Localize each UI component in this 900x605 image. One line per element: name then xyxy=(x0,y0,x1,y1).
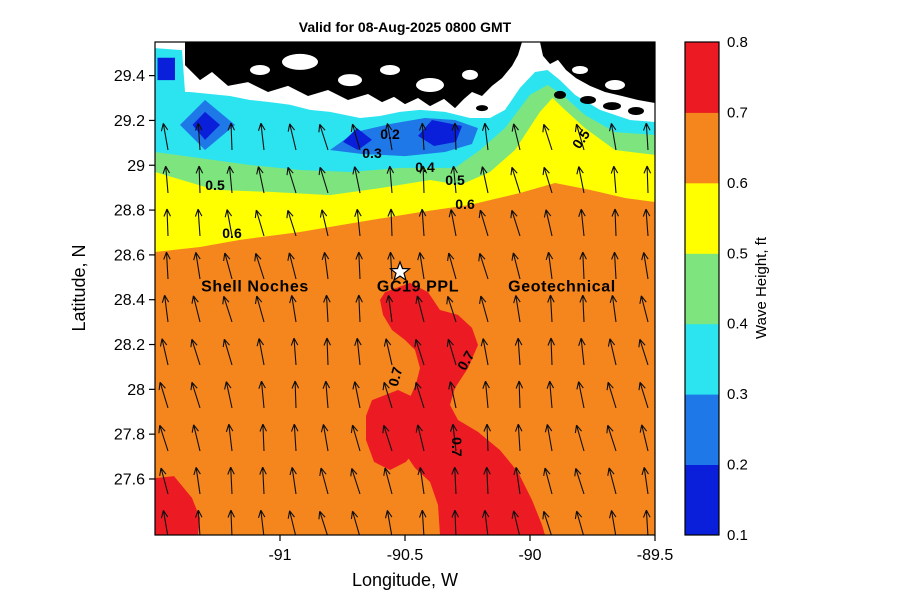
region-island-2 xyxy=(580,96,596,104)
region-darkblue-patch-center-a xyxy=(343,128,372,150)
wave-direction-arrow-layer xyxy=(158,122,652,535)
y-tick-label: 28.8 xyxy=(114,203,145,220)
colorbar-band-0.1-0.2 xyxy=(685,464,719,536)
y-tick-label: 27.6 xyxy=(114,471,145,488)
colorbar-band-0.4-0.5 xyxy=(685,253,719,325)
region-lake-1 xyxy=(282,53,318,70)
region-darkblue-square-topleft xyxy=(157,57,175,81)
x-tick-label: -90.5 xyxy=(387,547,424,564)
x-tick-label: -91 xyxy=(268,547,291,564)
site-label: GC19 PPL xyxy=(377,278,459,295)
region-island-5 xyxy=(476,105,488,112)
colorbar-tick-label: 0.3 xyxy=(727,386,748,403)
contour-label-0.2: 0.2 xyxy=(380,126,400,142)
colorbar-tick-label: 0.5 xyxy=(727,245,748,262)
y-tick-label: 29.2 xyxy=(114,113,145,130)
x-tick-label: -90 xyxy=(518,547,541,564)
contour-label-0.5: 0.5 xyxy=(205,177,225,193)
y-tick-label: 27.8 xyxy=(114,427,145,444)
contour-label-0.4: 0.4 xyxy=(415,159,435,175)
colorbar-band-0.7-0.8 xyxy=(685,42,719,113)
region-lake-8 xyxy=(605,80,625,90)
wave-direction-arrows xyxy=(158,122,652,535)
contour-label-0.7: 0.7 xyxy=(385,365,406,388)
colorbar-tick-label: 0.7 xyxy=(727,104,748,121)
colorbar-label: Wave Height, ft xyxy=(753,236,770,339)
colorbar-band-0.2-0.3 xyxy=(685,394,719,465)
contour-label-0.6: 0.6 xyxy=(222,225,242,241)
plot-title: Valid for 08-Aug-2025 0800 GMT xyxy=(299,19,512,35)
region-red-lobe-left-0.7-0.8 xyxy=(366,390,428,470)
region-lake-4 xyxy=(416,78,444,92)
y-axis-label: Latitude, N xyxy=(69,244,89,331)
contour-label-0.7: 0.7 xyxy=(449,437,465,457)
region-land-east xyxy=(540,42,655,103)
site-label: Geotechnical xyxy=(508,278,616,295)
y-tick-label: 29 xyxy=(127,158,145,175)
colorbar-frame xyxy=(684,41,720,536)
region-red-corner-sw-0.7-0.8 xyxy=(155,476,200,535)
y-axis: 27.6 27.8 28 28.2 28.4 28.6 28.8 29 29.2 29.4 xyxy=(114,68,155,488)
colorbar-band-0.3-0.4 xyxy=(685,323,719,395)
x-tick-label: -89.5 xyxy=(637,547,674,564)
y-tick-label: 28 xyxy=(127,382,145,399)
colorbar: 0.1 0.2 0.3 0.4 0.5 0.6 0.7 0.8 xyxy=(684,34,748,544)
region-lake-2 xyxy=(338,74,362,87)
region-island-4 xyxy=(628,107,644,115)
region-lake-6 xyxy=(380,65,400,75)
contour-label-0.5: 0.5 xyxy=(445,172,465,188)
region-island-1 xyxy=(554,90,566,99)
region-darkblue-patch-center-b xyxy=(418,120,462,146)
contour-label-0.6: 0.6 xyxy=(455,196,475,212)
region-lake-5 xyxy=(462,69,478,80)
colorbar-tick-label: 0.4 xyxy=(727,316,748,333)
region-lake-3 xyxy=(250,65,270,75)
colorbar-tick-label: 0.1 xyxy=(727,527,748,544)
colorbar-tick-label: 0.2 xyxy=(727,457,748,474)
x-axis-label: Longitude, W xyxy=(352,570,458,590)
y-tick-label: 29.4 xyxy=(114,68,145,85)
contour-label-0.3: 0.3 xyxy=(362,145,382,161)
region-island-3 xyxy=(603,102,621,111)
colorbar-band-0.6-0.7 xyxy=(685,112,719,184)
y-tick-label: 28.6 xyxy=(114,247,145,264)
x-axis: -91 -90.5 -90 -89.5 xyxy=(268,535,673,564)
site-label: Shell Noches xyxy=(201,278,309,295)
y-tick-label: 28.2 xyxy=(114,337,145,354)
region-lake-7 xyxy=(572,66,588,74)
colorbar-band-0.5-0.6 xyxy=(685,182,719,254)
y-tick-label: 28.4 xyxy=(114,292,145,309)
colorbar-tick-label: 0.6 xyxy=(727,175,748,192)
star-marker xyxy=(388,260,412,282)
colorbar-tick-label: 0.8 xyxy=(727,34,748,51)
